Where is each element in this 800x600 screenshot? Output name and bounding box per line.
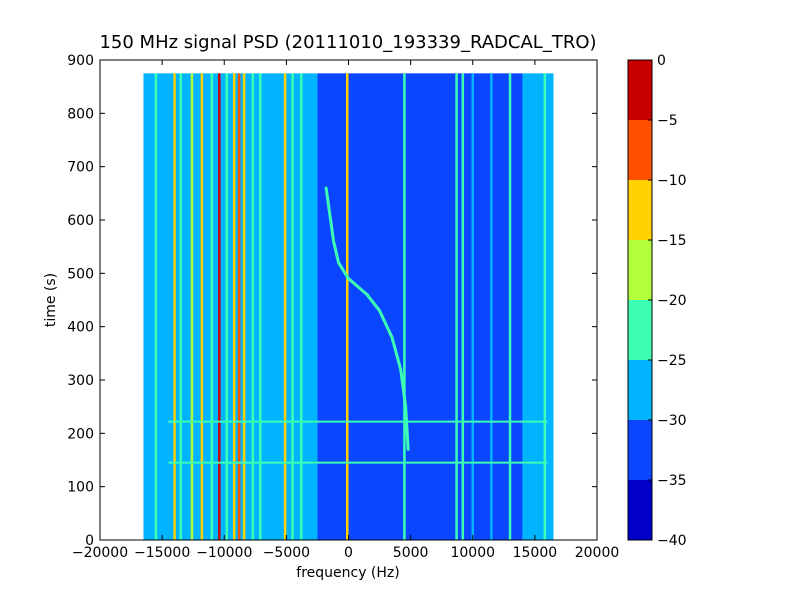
x-tick-label: 10000 [450,545,495,561]
colorbar-band-3 [628,300,652,360]
heatmap-layer [143,73,554,540]
colorbar-band-1 [628,420,652,480]
x-tick-label: 20000 [575,545,620,561]
x-tick-label: 15000 [513,545,558,561]
colorbar-tick-label: −5 [657,113,678,129]
y-tick-label: 400 [67,320,94,336]
x-tick-label: 5000 [393,545,429,561]
y-axis-label: time (s) [43,273,59,327]
x-tick-label: −10000 [196,545,252,561]
plot-area [99,59,598,541]
colorbar-band-6 [628,120,652,180]
y-tick-label: 800 [67,106,94,122]
colorbar-tick-label: −40 [657,533,687,549]
chart-title: 150 MHz signal PSD (20111010_193339_RADC… [99,32,596,53]
x-tick-label: −15000 [134,545,190,561]
colorbar-band-2 [628,360,652,420]
x-axis-label: frequency (Hz) [296,565,399,581]
y-tick-label: 700 [67,160,94,176]
colorbar-band-0 [628,480,652,540]
x-tick-label: 0 [344,545,353,561]
heatmap-region-1 [317,73,392,540]
y-axis: 0 100 200 300 400 500 600 700 800 900 [67,53,597,549]
colorbar-band-5 [628,180,652,240]
x-tick-label: −20000 [72,545,128,561]
signal-track [324,186,410,451]
y-tick-label: 0 [85,533,94,549]
colorbar-tick-label: −35 [657,473,687,489]
y-tick-label: 500 [67,266,94,282]
y-tick-label: 100 [67,480,94,496]
colorbar-ticks: 0 −5 −10 −15 −20 −25 −30 −35 −40 [648,53,687,549]
colorbar-tick-label: −10 [657,173,687,189]
colorbar: 0 −5 −10 −15 −20 −25 −30 −35 −40 [627,53,687,549]
colorbar-band-7 [628,60,652,120]
y-tick-label: 300 [67,373,94,389]
y-tick-label: 200 [67,426,94,442]
colorbar-bands [628,60,652,540]
colorbar-tick-label: −15 [657,233,687,249]
y-tick-label: 900 [67,53,94,69]
heatmap-region-3 [522,73,554,540]
x-axis: −20000 −15000 −10000 −5000 0 5000 10000 15000 20… [72,60,619,561]
x-tick-label: −5000 [263,545,310,561]
colorbar-tick-label: −30 [657,413,687,429]
colorbar-tick-label: −20 [657,293,687,309]
colorbar-tick-label: 0 [657,53,666,69]
colorbar-band-4 [628,240,652,300]
colorbar-tick-label: −25 [657,353,687,369]
y-tick-label: 600 [67,213,94,229]
